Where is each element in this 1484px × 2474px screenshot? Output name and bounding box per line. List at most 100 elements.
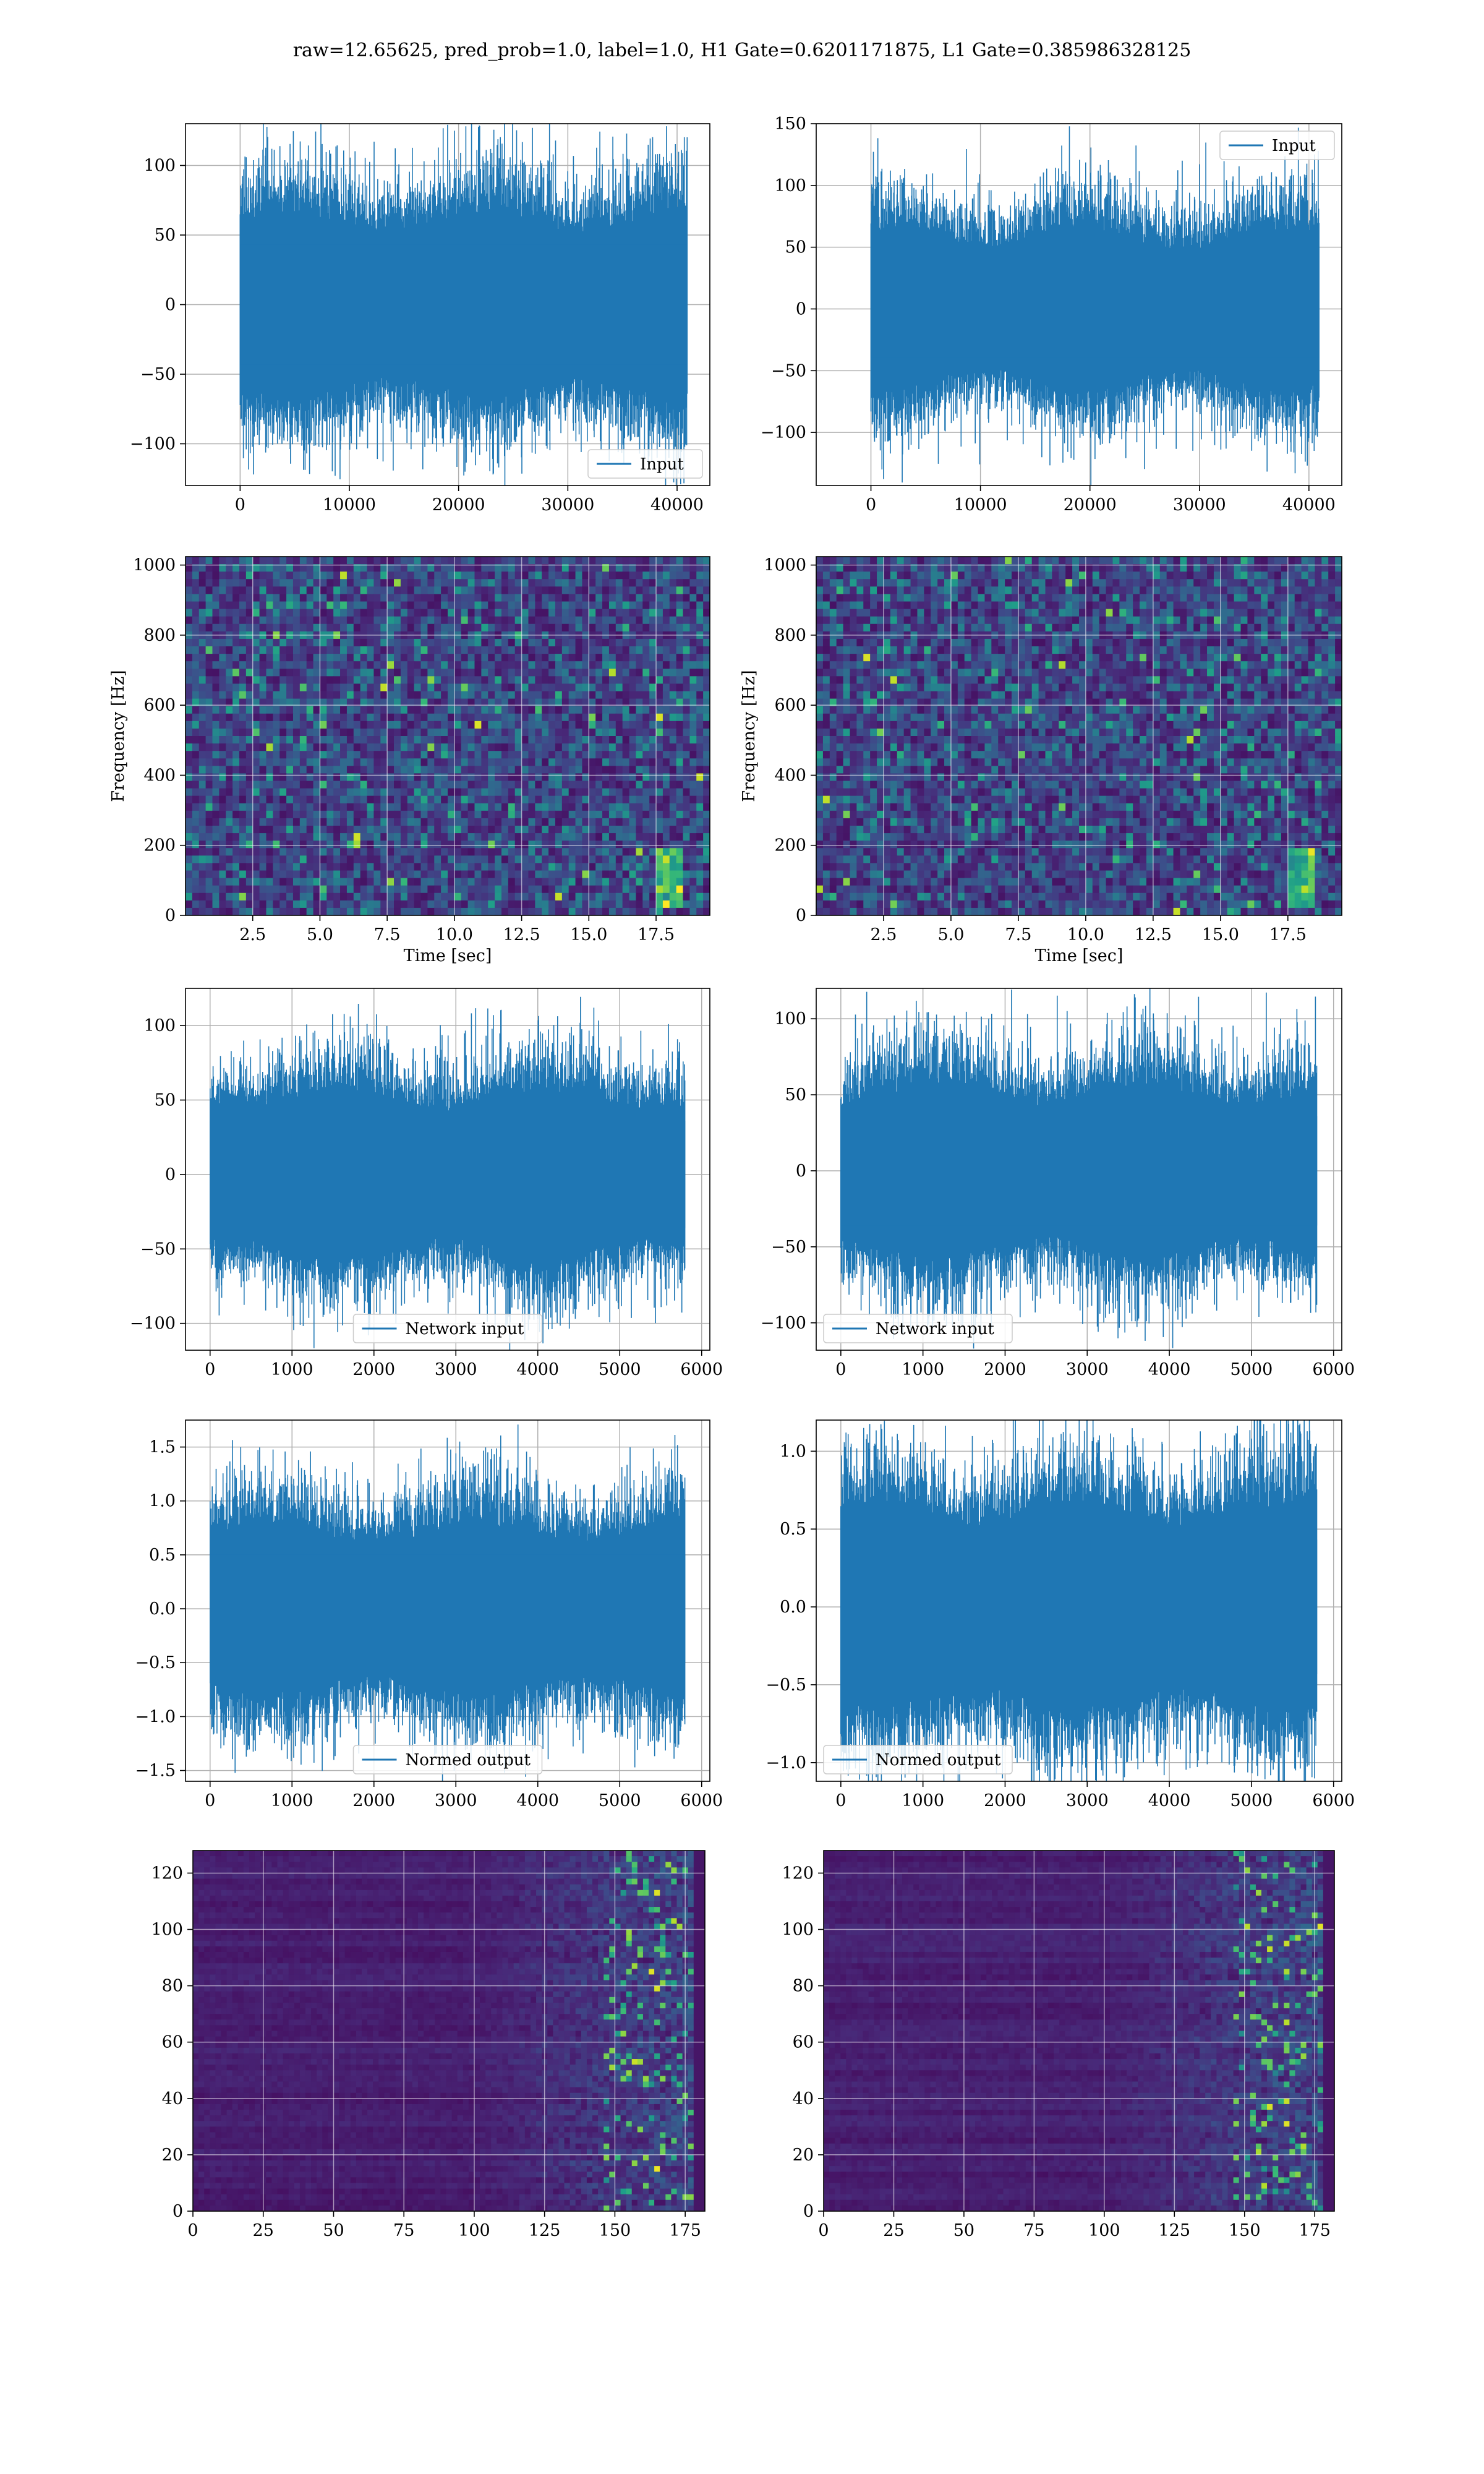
y-tick-label: 0 xyxy=(796,1162,806,1181)
axes-frame xyxy=(816,123,1342,486)
series-band xyxy=(240,244,688,365)
y-tick-label: 1.0 xyxy=(149,1492,176,1511)
x-tick-label: 125 xyxy=(1159,2221,1191,2240)
x-tick-label: 2000 xyxy=(984,1791,1026,1810)
x-tick-label: 10.0 xyxy=(1067,925,1104,944)
y-tick-label: −100 xyxy=(761,423,806,442)
x-tick-label: 12.5 xyxy=(503,925,540,944)
x-tick-label: 50 xyxy=(953,2221,974,2240)
x-tick-label: 2000 xyxy=(352,1791,395,1810)
x-tick-label: 0 xyxy=(866,495,876,515)
x-tick-label: 0 xyxy=(205,1791,215,1810)
legend-label: Network input xyxy=(876,1320,994,1338)
y-tick-label: 0.5 xyxy=(149,1546,176,1565)
axes-frame xyxy=(816,988,1342,1351)
legend: Normed output xyxy=(823,1745,1013,1774)
y-tick-label: −50 xyxy=(140,1239,176,1259)
axes-frame xyxy=(185,1419,710,1782)
y-tick-label: 40 xyxy=(162,2089,183,2108)
axes-frame xyxy=(185,556,710,916)
l1-spectrogram-chart: 2.5 5.0 7.5 10.0 12.5 15.0 17.5 0 200 400 600 800 10… xyxy=(740,556,1342,965)
x-tick-label: 6000 xyxy=(680,1360,723,1379)
legend-label: Network input xyxy=(406,1320,524,1338)
y-tick-label: 60 xyxy=(793,2033,814,2052)
x-tick-label: 3000 xyxy=(435,1791,477,1810)
h1-input-chart: Input 0 10000 20000 30000 40000 −100 −50 0 50 100 xyxy=(130,123,710,515)
y-tick-label: 120 xyxy=(151,1864,183,1883)
y-tick-label: 1.5 xyxy=(149,1438,176,1457)
y-tick-label: 0 xyxy=(173,2202,183,2221)
x-tick-label: 0 xyxy=(835,1360,846,1379)
x-axis-label: Time [sec] xyxy=(404,946,492,965)
x-tick-label: 100 xyxy=(458,2221,490,2240)
x-tick-label: 30000 xyxy=(1173,495,1226,515)
x-tick-label: 20000 xyxy=(1064,495,1117,515)
y-tick-label: 400 xyxy=(143,766,176,785)
axes-frame xyxy=(816,1419,1342,1782)
y-tick-label: 50 xyxy=(785,1085,806,1105)
x-tick-label: 5000 xyxy=(1230,1791,1273,1810)
x-tick-label: 75 xyxy=(393,2221,414,2240)
h1-spectrogram-chart: 2.5 5.0 7.5 10.0 12.5 15.0 17.5 0 200 400 600 800 10… xyxy=(109,556,710,965)
legend: Normed output xyxy=(352,1745,543,1774)
x-tick-label: 0 xyxy=(205,1360,215,1379)
heatmap-cells xyxy=(186,557,710,915)
x-tick-label: 10000 xyxy=(323,495,376,515)
x-tick-label: 15.0 xyxy=(1202,925,1239,944)
series-band xyxy=(210,1121,686,1228)
figure-suptitle: raw=12.65625, pred_prob=1.0, label=1.0, … xyxy=(292,40,1192,61)
x-tick-label: 40000 xyxy=(650,495,704,515)
y-tick-label: 100 xyxy=(143,1016,176,1035)
y-tick-label: 100 xyxy=(151,1920,183,1940)
y-axis-label: Frequency [Hz] xyxy=(740,670,759,802)
y-tick-label: 800 xyxy=(774,626,806,645)
x-tick-label: 3000 xyxy=(1066,1791,1109,1810)
x-tick-label: 25 xyxy=(883,2221,904,2240)
legend-label: Input xyxy=(1272,137,1316,155)
x-axis-label: Time [sec] xyxy=(1035,946,1124,965)
x-tick-label: 4000 xyxy=(516,1791,559,1810)
x-tick-label: 0 xyxy=(835,1791,846,1810)
y-tick-label: 1.0 xyxy=(780,1442,806,1461)
x-tick-label: 150 xyxy=(1229,2221,1261,2240)
x-tick-label: 2.5 xyxy=(239,925,266,944)
heatmap-cells xyxy=(193,1851,705,2211)
y-tick-label: −50 xyxy=(771,361,806,380)
y-tick-label: 20 xyxy=(793,2146,814,2165)
axes-frame xyxy=(823,1850,1335,2212)
x-tick-label: 5000 xyxy=(1230,1360,1273,1379)
legend: Input xyxy=(587,449,703,479)
x-tick-label: 20000 xyxy=(432,495,485,515)
y-tick-label: −0.5 xyxy=(135,1653,176,1672)
y-tick-label: 0 xyxy=(796,299,806,319)
legend: Network input xyxy=(823,1314,1013,1343)
x-tick-label: 25 xyxy=(253,2221,274,2240)
y-tick-label: 100 xyxy=(774,176,806,195)
h1-normed-output-chart: Normed output 0 1000 2000 3000 4000 5000 6000 −1… xyxy=(135,1419,723,1810)
y-tick-label: 800 xyxy=(143,626,176,645)
x-tick-label: 0 xyxy=(818,2221,829,2240)
y-tick-label: 0.0 xyxy=(780,1598,806,1617)
y-tick-label: 200 xyxy=(143,836,176,855)
x-tick-label: 1000 xyxy=(902,1360,944,1379)
legend-label: Input xyxy=(640,455,684,474)
x-tick-label: 4000 xyxy=(1148,1360,1191,1379)
x-tick-label: 3000 xyxy=(1066,1360,1109,1379)
l1-feature-map-chart: 0 25 50 75 100 125 150 175 0 20 40 60 80 100 120 xyxy=(782,1850,1335,2240)
x-tick-label: 2.5 xyxy=(870,925,897,944)
x-tick-label: 125 xyxy=(529,2221,561,2240)
y-tick-label: 80 xyxy=(793,1977,814,1996)
x-tick-label: 6000 xyxy=(1312,1791,1355,1810)
x-tick-label: 1000 xyxy=(902,1791,944,1810)
y-tick-label: 600 xyxy=(774,696,806,715)
x-tick-label: 6000 xyxy=(1312,1360,1355,1379)
y-tick-label: 50 xyxy=(785,238,806,257)
y-tick-label: 0.0 xyxy=(149,1599,176,1619)
x-tick-label: 40000 xyxy=(1282,495,1336,515)
y-tick-label: 20 xyxy=(162,2146,183,2165)
heatmap-cells xyxy=(816,557,1342,915)
x-tick-label: 0 xyxy=(235,495,245,515)
